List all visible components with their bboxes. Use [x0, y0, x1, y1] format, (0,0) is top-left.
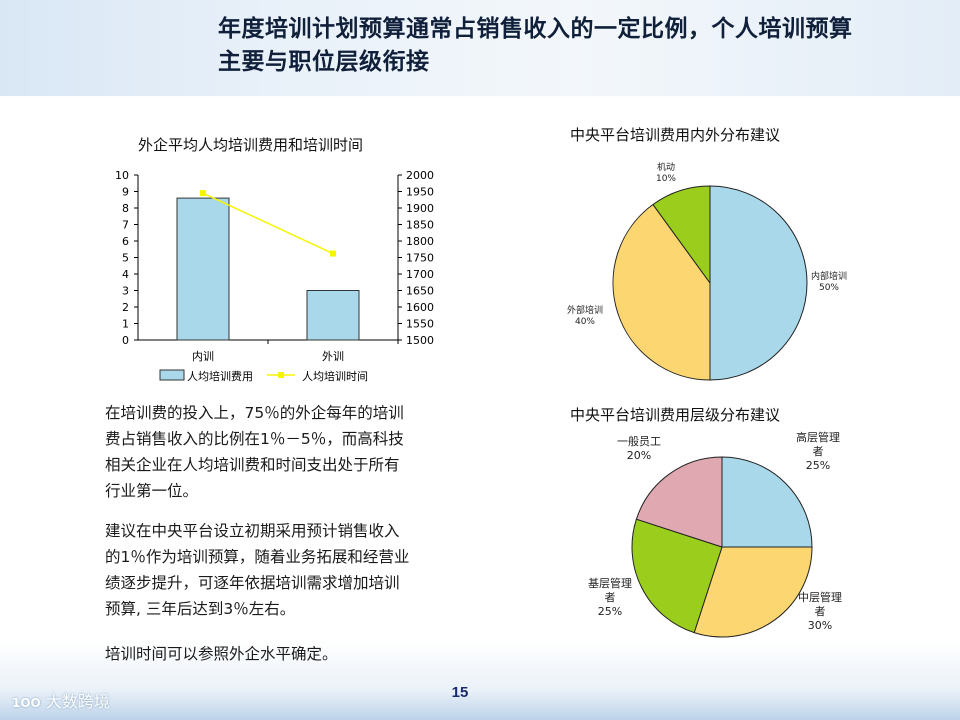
left-tick-label: 7 — [122, 219, 129, 232]
p2-line: 预算, 三年后达到3％左右。 — [105, 600, 296, 618]
bar-内训 — [176, 197, 230, 341]
pie-label: 50% — [819, 283, 839, 293]
pie-label: 机动 — [657, 161, 675, 173]
right-tick-label: 1650 — [406, 285, 434, 298]
right-tick-label: 1500 — [406, 334, 434, 347]
pie-slice-高层管理者 — [721, 456, 813, 548]
pie-label: 者 — [605, 591, 616, 604]
pie-slice-中层管理者 — [693, 546, 813, 638]
paragraph-1: 在培训费的投入上，75％的外企每年的培训 费占销售收入的比例在1％－5％，而高科… — [105, 400, 485, 504]
pie-label: 一般员工 — [617, 435, 661, 448]
pie-slice-内部培训 — [709, 185, 808, 381]
pie-slice-基层管理者 — [631, 518, 723, 634]
p1-line: 在培训费的投入上，75％的外企每年的培训 — [105, 404, 404, 422]
p2-line: 建议在中央平台设立初期采用预计销售收入 — [105, 522, 400, 540]
right-tick-label: 2000 — [406, 169, 434, 182]
left-tick-label: 1 — [122, 318, 129, 331]
x-tick-label: 外训 — [322, 350, 344, 363]
p2-line: 的1％作为培训预算，随着业务拓展和经营业 — [105, 548, 410, 566]
pie-label: 外部培训 — [567, 304, 603, 316]
logo-mark: 1OO — [12, 696, 41, 710]
pie-label: 10% — [656, 174, 676, 184]
right-tick-label: 1550 — [406, 318, 434, 331]
pie-label: 者 — [815, 605, 826, 618]
right-tick-label: 1700 — [406, 268, 434, 281]
p1-line: 费占销售收入的比例在1％－5％，而高科技 — [105, 430, 404, 448]
right-tick-label: 1900 — [406, 202, 434, 215]
line-series-time — [202, 192, 334, 255]
title-line-2: 主要与职位层级衔接 — [218, 48, 430, 75]
right-tick-label: 1850 — [406, 219, 434, 232]
logo-text: 大数跨境 — [45, 692, 110, 711]
p1-line: 行业第一位。 — [105, 482, 199, 500]
pie-label: 25% — [806, 459, 830, 472]
left-tick-label: 9 — [122, 186, 129, 199]
left-tick-label: 0 — [122, 334, 129, 347]
pie2-title: 中央平台培训费用层级分布建议 — [570, 406, 781, 424]
p1-line: 相关企业在人均培训费和时间支出处于所有 — [105, 456, 400, 474]
title-line-1: 年度培训计划预算通常占销售收入的一定比例，个人培训预算 — [218, 15, 853, 42]
paragraph-3: 培训时间可以参照外企水平确定。 — [105, 645, 338, 663]
header-band — [0, 0, 960, 96]
left-tick-label: 3 — [122, 285, 129, 298]
pie-label: 25% — [598, 605, 622, 618]
legend-label-bar: 人均培训费用 — [187, 369, 253, 383]
bar-chart-title: 外企平均人均培训费用和培训时间 — [138, 136, 364, 154]
bar-外训 — [306, 290, 360, 341]
left-tick-label: 2 — [122, 301, 129, 314]
left-tick-label: 5 — [122, 252, 129, 265]
left-tick-label: 4 — [122, 268, 129, 281]
pie-slice-外部培训 — [612, 203, 711, 381]
pie-label: 内部培训 — [811, 270, 847, 282]
left-tick-label: 8 — [122, 202, 129, 215]
page-title: 年度培训计划预算通常占销售收入的一定比例，个人培训预算 主要与职位层级衔接 — [218, 12, 953, 78]
pie1-title: 中央平台培训费用内外分布建议 — [570, 126, 781, 144]
pie-label: 20% — [627, 449, 651, 462]
paragraph-2: 建议在中央平台设立初期采用预计销售收入 的1％作为培训预算，随着业务拓展和经营业… — [105, 518, 485, 622]
right-tick-label: 1800 — [406, 235, 434, 248]
right-tick-label: 1750 — [406, 252, 434, 265]
pie-label: 40% — [575, 317, 595, 327]
page-number: 15 — [451, 684, 469, 701]
x-tick-label: 内训 — [192, 349, 214, 363]
legend-swatch-marker — [278, 372, 284, 378]
right-tick-label: 1600 — [406, 301, 434, 314]
line-point — [330, 250, 336, 257]
bar-line-chart: 0 1 2 3 4 5 6 7 8 9 10 1500 1550 1600 1650 1700 1750 1800… — [115, 169, 434, 383]
left-tick-label: 6 — [122, 235, 129, 248]
legend-label-line: 人均培训时间 — [302, 369, 368, 383]
pie-slice-机动 — [652, 185, 711, 285]
pie-label: 高层管理 — [796, 430, 840, 444]
pie-slice-一般员工 — [635, 456, 723, 548]
right-tick-label: 1950 — [406, 186, 434, 199]
pie-label: 基层管理 — [588, 576, 632, 590]
pie-label: 者 — [813, 445, 824, 458]
legend-swatch-bar — [159, 369, 185, 381]
p2-line: 绩逐步提升，可逐年依据培训需求增加培训 — [105, 574, 400, 592]
line-point — [200, 190, 206, 197]
left-tick-label: 10 — [115, 169, 129, 182]
pie-label: 30% — [808, 619, 832, 632]
brand-logo: 1OO 大数跨境 — [12, 688, 110, 712]
pie-label: 中层管理 — [798, 590, 842, 604]
